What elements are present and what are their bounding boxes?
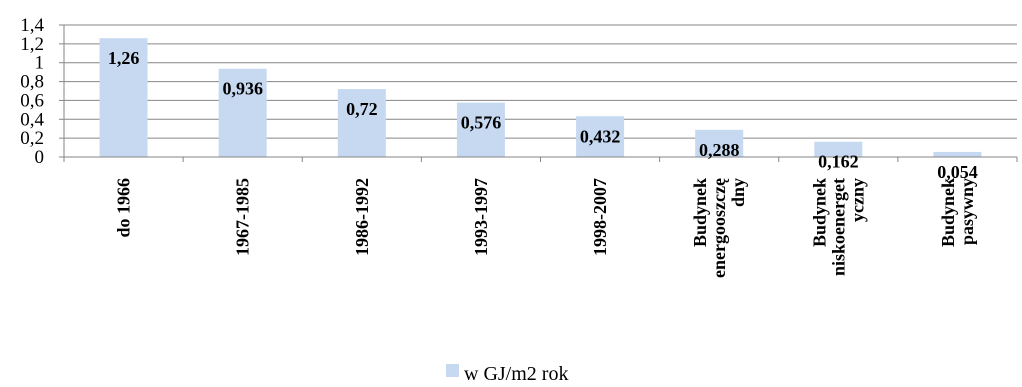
y-tick-label: 0,8: [20, 72, 44, 93]
x-tick-label: Budynekenergooszczędny: [690, 178, 748, 278]
data-label: 1,26: [108, 48, 140, 68]
y-tick-label: 1,2: [20, 34, 44, 55]
legend: w GJ/m2 rok: [446, 363, 568, 385]
x-tick-label: do 1966: [114, 178, 134, 238]
bar: [933, 151, 982, 157]
bar: [814, 141, 863, 157]
legend-label: w GJ/m2 rok: [464, 363, 568, 385]
x-tick-label: 1993-1997: [471, 178, 491, 256]
legend-swatch: [446, 364, 459, 377]
bar: [337, 89, 386, 157]
y-tick-label: 0,6: [20, 90, 44, 111]
x-tick-labels: do 1966 1967-1985 1986-1992 1993-1997 1998-2…: [114, 178, 977, 278]
axes: [59, 24, 1018, 162]
data-label: 0,432: [580, 126, 621, 146]
x-tick-label: Budynekpasywny: [938, 178, 977, 247]
bar: [456, 102, 505, 157]
bar: [576, 116, 625, 157]
x-tick-label: 1967-1985: [233, 178, 253, 256]
data-label: 0,576: [461, 113, 502, 133]
data-label: 0,288: [699, 140, 740, 160]
y-tick-label: 0,4: [20, 109, 44, 130]
data-labels: 1,26 0,936 0,72 0,576 0,432 0,288 0,162 0,054: [108, 48, 978, 182]
data-label: 0,936: [222, 79, 263, 99]
x-tick-label: 1998-2007: [590, 178, 610, 256]
data-label: 0,054: [937, 162, 978, 182]
bar: [99, 38, 148, 158]
y-tick-label: 1: [35, 53, 45, 74]
x-tick-label: Budynekniskoenergetyczny: [809, 178, 867, 276]
y-tick-label: 0,2: [20, 128, 44, 149]
y-tick-label: 1,4: [20, 15, 44, 36]
y-tick-label: 0: [35, 147, 45, 168]
data-label: 0,162: [818, 152, 859, 172]
y-tick-labels: 00,20,40,60,811,21,4: [20, 15, 44, 168]
data-label: 0,72: [346, 99, 378, 119]
x-tick-label: 1986-1992: [352, 178, 372, 256]
bars: [99, 38, 982, 158]
bar: [695, 129, 744, 157]
bar: [218, 68, 267, 157]
gridlines: [64, 24, 1017, 139]
